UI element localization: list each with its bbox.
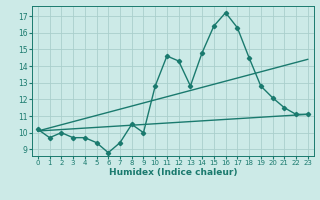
X-axis label: Humidex (Indice chaleur): Humidex (Indice chaleur): [108, 168, 237, 177]
